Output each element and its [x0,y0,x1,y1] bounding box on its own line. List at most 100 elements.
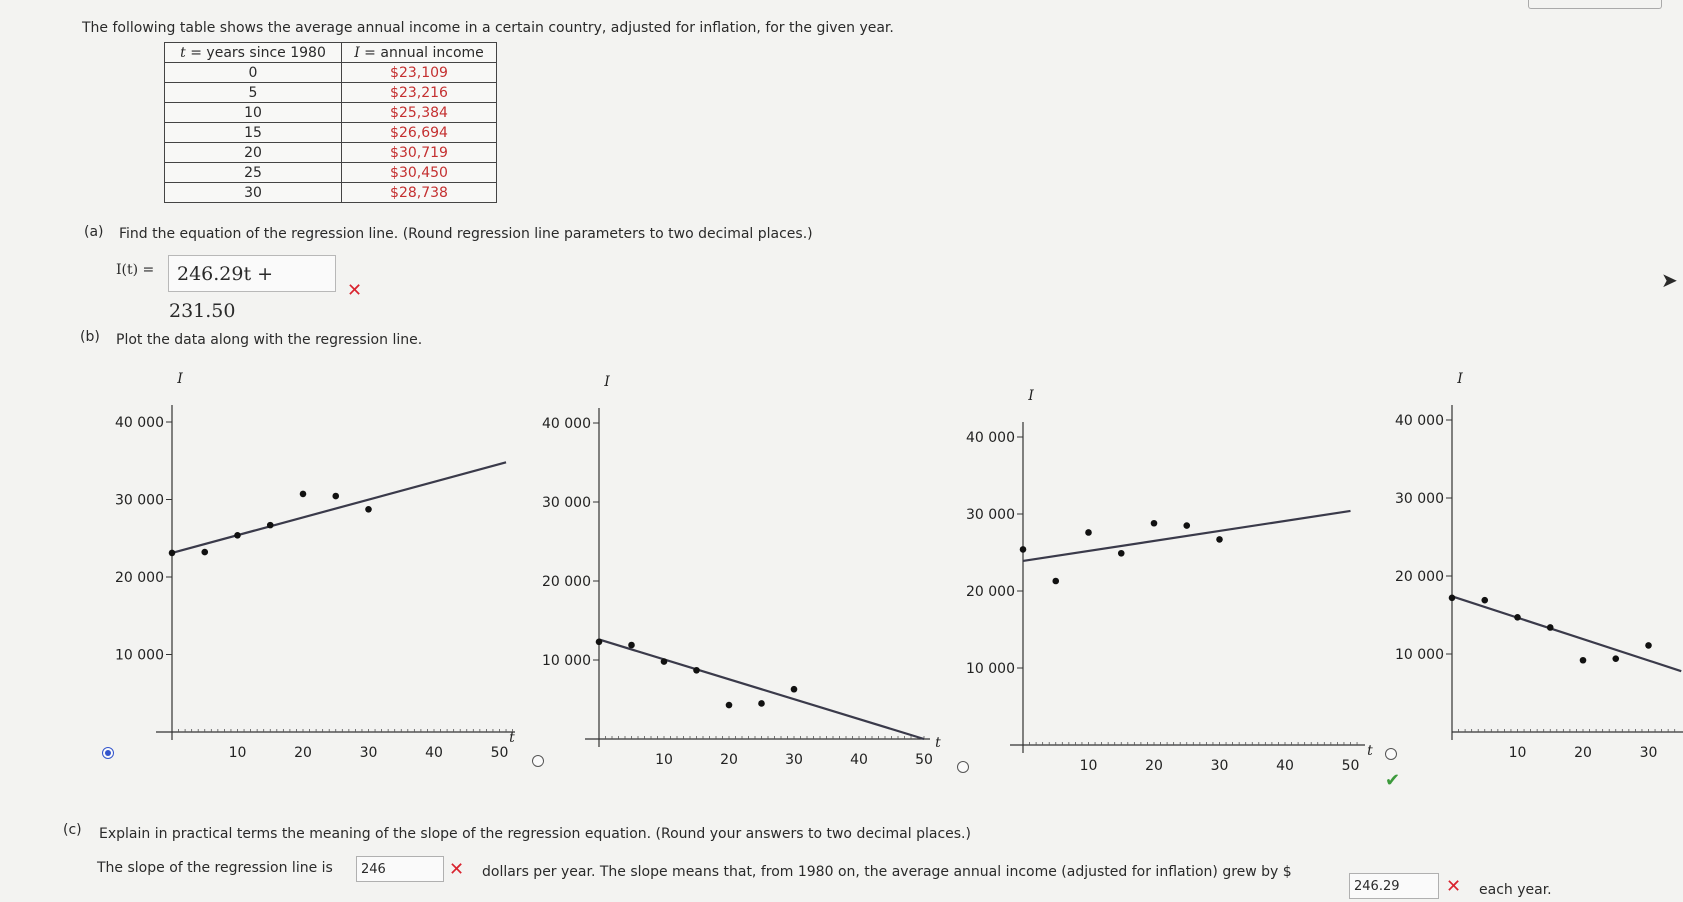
t-tick-label: 10 [1509,745,1527,761]
graph-option-4-radio[interactable] [1385,748,1397,760]
i-tick-label: 30 000 [542,495,591,511]
slope-sentence-3: each year. [1479,882,1552,898]
i-axis-label: I [176,371,183,387]
i-tick-label: 40 000 [115,415,164,431]
part-a-question: Find the equation of the regression line… [119,226,813,242]
data-point [1481,596,1489,604]
t-tick-label: 30 [1211,758,1229,774]
table-row: 30 $28,738 [164,182,497,203]
t-tick-label: 20 [720,752,738,768]
data-point [1514,614,1521,621]
t-tick-label: 10 [229,745,247,761]
t-tick-label: 30 [785,752,803,768]
data-point [365,505,372,513]
incorrect-icon: ✕ [449,859,465,880]
i-tick-label: 30 000 [115,493,164,509]
t-tick-label: 40 [850,752,868,768]
data-point [1085,529,1092,536]
graph-option-3-radio[interactable] [957,761,969,773]
t-tick-label: 20 [1145,758,1163,774]
data-point [660,658,668,665]
graph-panel-4: 10 000 20 000 30 000 40 000 10 20 30 I [1395,371,1683,761]
regression-answer-field[interactable]: 246.29t + 231.50 [168,255,336,322]
data-point [266,521,274,529]
table-header: t = years since 1980 I = annual income [164,42,497,63]
data-point [299,490,307,498]
t-tick-label: 30 [1640,745,1658,761]
t-tick-label: 50 [915,752,933,768]
data-point [1183,522,1191,529]
t-axis-label: t [935,735,941,751]
data-point [234,531,241,539]
top-right-box [1528,0,1662,9]
t-tick-label: 50 [1342,758,1360,774]
data-point [693,666,700,674]
t-tick-label: 10 [1080,758,1098,774]
data-point [725,701,733,709]
table-row: 0 $23,109 [164,62,497,83]
i-axis-label: I [603,374,610,390]
i-axis-label: I [1027,388,1034,404]
correct-check-icon: ✔ [1385,770,1401,791]
data-point [1448,594,1456,602]
i-tick-label: 10 000 [115,648,164,664]
incorrect-icon: ✕ [347,280,363,301]
graph-option-2-radio[interactable] [532,755,544,767]
i-axis-label: I [1456,371,1463,387]
t-tick-label: 10 [655,752,673,768]
part-a-label: (a) [84,224,104,240]
data-point [1150,519,1158,527]
t-tick-label: 40 [425,745,443,761]
incorrect-icon: ✕ [1446,876,1462,897]
slope-sentence-1: The slope of the regression line is [97,860,333,876]
table-row: 20 $30,719 [164,142,497,163]
part-b-question: Plot the data along with the regression … [116,332,423,348]
header-t: t = years since 1980 [164,42,342,63]
i-tick-label: 20 000 [1395,569,1444,585]
data-point [168,549,176,557]
regression-line [1022,509,1351,563]
t-tick-label: 20 [1574,745,1592,761]
t-tick-label: 50 [491,745,509,761]
i-tick-label: 10 000 [542,653,591,669]
i-tick-label: 40 000 [542,416,591,432]
t-tick-label: 40 [1276,758,1294,774]
i-tick-label: 10 000 [966,661,1015,677]
problem-intro: The following table shows the average an… [82,20,894,36]
data-point [1216,536,1223,543]
data-point [628,641,635,649]
data-point [595,638,603,646]
data-point [1612,655,1620,662]
graph-option-1-radio[interactable] [102,747,114,759]
regression-line [598,638,925,741]
i-tick-label: 30 000 [966,507,1015,523]
i-tick-label: 20 000 [966,584,1015,600]
slope-answer-field[interactable]: 246 [356,856,444,882]
data-point [332,492,340,500]
t-axis-label: t [509,730,515,746]
i-tick-label: 10 000 [1395,647,1444,663]
graph-panel-2: 10 000 20 000 30 000 40 000 10 20 30 40 50 It [542,374,941,768]
part-c-question: Explain in practical terms the meaning o… [99,826,971,842]
data-point [1019,546,1027,553]
data-point [1645,642,1652,649]
part-b-label: (b) [80,329,100,345]
growth-answer-field[interactable]: 246.29 [1349,873,1439,899]
t-tick-label: 20 [294,745,312,761]
data-point [1579,656,1587,664]
income-table: t = years since 1980 I = annual income 0… [164,42,497,203]
part-a-lhs: I(t) = [116,262,155,278]
part-c-label: (c) [63,822,82,838]
i-tick-label: 40 000 [966,430,1015,446]
data-point [1546,624,1554,631]
i-tick-label: 40 000 [1395,413,1444,429]
graph-panel-3: 10 000 20 000 30 000 40 000 10 20 30 40 50 It [966,388,1373,774]
mouse-cursor-icon: ➤ [1661,268,1678,292]
regression-line [1451,595,1682,673]
header-income: I = annual income [341,42,497,63]
i-tick-label: 20 000 [115,570,164,586]
table-row: 5 $23,216 [164,82,497,103]
table-row: 15 $26,694 [164,122,497,143]
data-point [1117,549,1125,557]
slope-sentence-2: dollars per year. The slope means that, … [482,864,1292,880]
